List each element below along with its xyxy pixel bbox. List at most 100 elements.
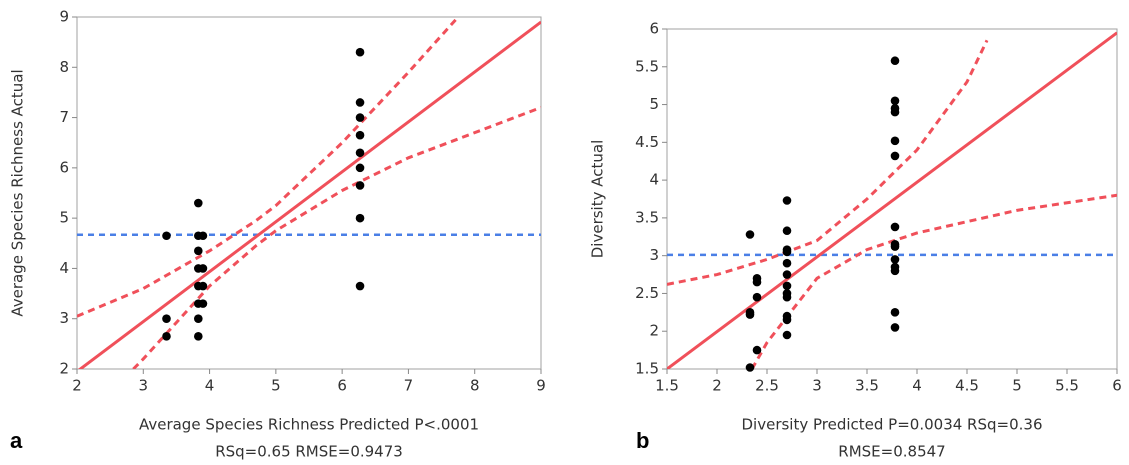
data-point xyxy=(890,107,900,117)
plot-area xyxy=(77,17,541,369)
y-tick-label: 3 xyxy=(59,309,69,327)
data-point xyxy=(162,231,171,241)
y-tick-label: 1.5 xyxy=(635,360,659,378)
data-point xyxy=(194,198,203,208)
x-tick-label: 3 xyxy=(812,377,822,395)
data-point xyxy=(890,151,900,161)
x-tick-label: 4.5 xyxy=(955,377,979,395)
data-point xyxy=(194,246,203,256)
data-point xyxy=(782,281,792,291)
y-tick-label: 3 xyxy=(649,246,659,264)
data-point xyxy=(782,292,792,302)
data-point xyxy=(355,113,365,122)
y-tick-label: 5 xyxy=(649,95,659,113)
data-point xyxy=(355,98,365,107)
x-tick-label: 6 xyxy=(337,377,347,395)
x-tick-label: 4 xyxy=(205,377,215,395)
data-point xyxy=(198,264,208,273)
data-point xyxy=(355,163,365,173)
x-tick-label: 4 xyxy=(912,377,922,395)
data-point xyxy=(355,181,365,190)
y-tick-label: 3.5 xyxy=(635,208,659,226)
data-point xyxy=(355,148,365,158)
y-tick-label: 9 xyxy=(59,8,69,26)
data-point xyxy=(890,323,900,332)
data-point xyxy=(782,247,792,257)
data-point xyxy=(890,255,900,264)
y-tick-label: 2 xyxy=(649,322,659,340)
x-axis-label: Diversity Predicted P=0.0034 RSq=0.36 xyxy=(742,416,1043,434)
data-point xyxy=(194,314,203,324)
data-point xyxy=(782,258,792,268)
confidence-lower xyxy=(132,106,541,369)
x-tick-label: 2 xyxy=(72,377,82,395)
panel-label: a xyxy=(10,428,23,453)
data-point xyxy=(745,363,755,372)
chart-panel: 2 3 4 5 6 7 8 9 2 3 4 5 6 7 8 9 Average Species Richness… xyxy=(9,8,546,461)
x-axis-label: Average Species Richness Predicted P<.00… xyxy=(139,416,479,434)
y-tick-label: 6 xyxy=(59,158,69,176)
data-point xyxy=(890,222,900,232)
x-tick-label: 2 xyxy=(712,377,722,395)
confidence-lower xyxy=(750,193,1117,369)
y-tick-label: 4.5 xyxy=(635,133,659,151)
data-point xyxy=(890,308,900,317)
y-tick-label: 5 xyxy=(59,209,69,227)
data-point xyxy=(752,277,762,287)
data-point xyxy=(162,314,171,324)
x-axis-label: RMSE=0.8547 xyxy=(838,443,945,461)
data-point xyxy=(782,196,792,205)
plot-area xyxy=(667,31,1117,369)
x-tick-label: 7 xyxy=(404,377,414,395)
confidence-upper xyxy=(77,17,460,318)
x-tick-label: 2.5 xyxy=(755,377,779,395)
x-tick-label: 5 xyxy=(1012,377,1022,395)
data-point xyxy=(745,310,755,319)
x-tick-label: 6 xyxy=(1112,377,1122,395)
data-point xyxy=(355,47,365,57)
confidence-upper xyxy=(667,39,989,286)
data-point xyxy=(890,56,900,66)
fit-line xyxy=(667,31,1117,369)
panel-label: b xyxy=(636,428,649,453)
plot-frame xyxy=(76,16,542,370)
data-point xyxy=(782,330,792,340)
x-tick-label: 5.5 xyxy=(1055,377,1079,395)
x-tick-label: 1.5 xyxy=(655,377,679,395)
y-tick-label: 6 xyxy=(649,20,659,38)
y-tick-label: 8 xyxy=(59,58,69,76)
data-point xyxy=(198,231,208,241)
y-tick-label: 5.5 xyxy=(635,57,659,75)
data-point xyxy=(890,136,900,146)
data-point xyxy=(752,345,762,355)
data-point xyxy=(355,213,365,223)
data-point xyxy=(782,226,792,236)
x-tick-label: 5 xyxy=(271,377,281,395)
y-tick-label: 2.5 xyxy=(635,284,659,302)
data-point xyxy=(198,299,208,308)
data-point xyxy=(782,315,792,325)
data-point xyxy=(162,332,171,341)
plot-frame xyxy=(666,28,1118,370)
data-point xyxy=(355,130,365,140)
fit-line xyxy=(77,20,541,369)
data-point xyxy=(890,96,900,106)
data-point xyxy=(198,281,208,291)
chart-panel: 1.5 2 2.5 3 3.5 4 4.5 5 5.5 6 1.5 2 2.5 3 3.5 4 4.5 5 5.5 6… xyxy=(589,20,1122,461)
x-tick-label: 3 xyxy=(139,377,149,395)
data-point xyxy=(782,270,792,279)
data-point xyxy=(194,332,203,341)
data-point xyxy=(745,230,755,239)
x-axis-label: RSq=0.65 RMSE=0.9473 xyxy=(215,443,403,461)
y-axis-label: Average Species Richness Actual xyxy=(9,69,27,316)
y-tick-label: 2 xyxy=(59,360,69,378)
data-point xyxy=(890,266,900,276)
y-tick-label: 4 xyxy=(649,171,659,189)
data-point xyxy=(752,292,762,302)
data-point xyxy=(890,242,900,251)
y-axis-label: Diversity Actual xyxy=(589,140,607,259)
data-point xyxy=(355,281,365,291)
x-tick-label: 3.5 xyxy=(855,377,879,395)
y-tick-label: 7 xyxy=(59,108,69,126)
